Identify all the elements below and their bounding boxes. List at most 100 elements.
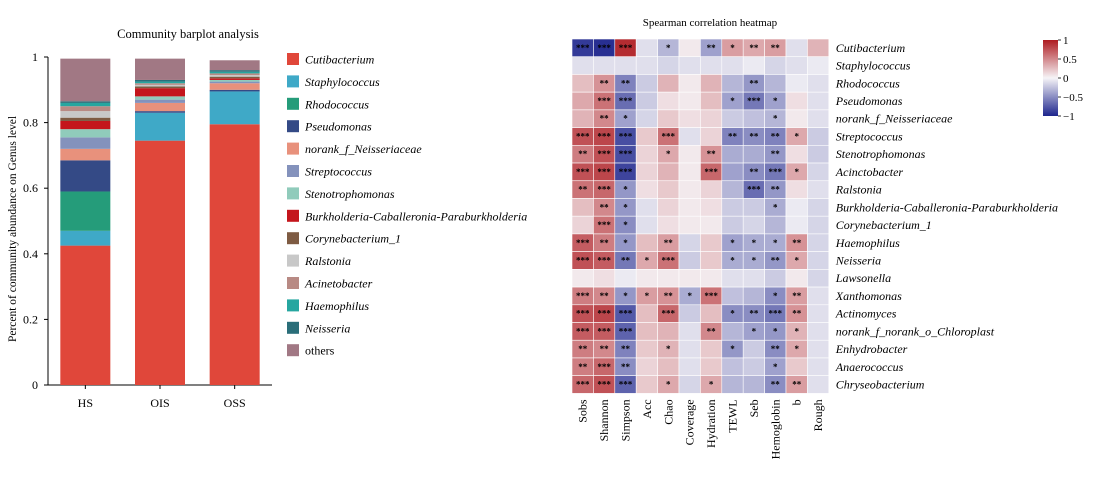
heatmap-row-label: Rhodococcus [835, 76, 900, 90]
heatmap-cell [700, 215, 723, 235]
heatmap-cell [657, 56, 680, 75]
heatmap-column-label: Hydration [704, 399, 718, 448]
colorbar-tick-label: 0 [1063, 73, 1069, 85]
heatmap-row-label: Neisseria [835, 254, 881, 268]
heatmap-cell [678, 56, 701, 75]
bar-segment [135, 81, 185, 84]
heatmap-star: ** [600, 344, 610, 354]
heatmap-star: * [773, 291, 778, 301]
heatmap-star: ** [728, 131, 738, 141]
heatmap-row-label: Xanthomonas [835, 289, 902, 303]
heatmap-star: ** [749, 167, 759, 177]
bar-y-tick-label: 0.8 [23, 116, 38, 130]
legend-swatch [287, 299, 299, 312]
heatmap-row-label: Anaerococcus [835, 360, 904, 374]
heatmap-star: ** [600, 114, 610, 124]
heatmap-star: ** [771, 149, 781, 159]
heatmap-cell [678, 233, 701, 252]
heatmap-cell [721, 269, 744, 288]
heatmap-cell [635, 162, 658, 182]
heatmap-cell [678, 91, 701, 111]
heatmap-title: Spearman correlation heatmap [643, 17, 778, 29]
legend-swatch [287, 165, 299, 177]
heatmap-star: ** [664, 238, 674, 248]
heatmap-cell [678, 375, 701, 394]
heatmap-labels: Cutibacterium Staphylococcus Rhodococcus Ps… [576, 41, 1058, 460]
heatmap-star: * [730, 256, 735, 266]
heatmap-star: *** [619, 309, 633, 319]
heatmap-cell [571, 269, 594, 288]
bar-segment [135, 99, 185, 103]
heatmap-cell [807, 145, 830, 164]
heatmap-cell [635, 74, 658, 93]
bar-y-tick-label: 0.6 [23, 181, 38, 195]
heatmap-cell [700, 56, 723, 75]
heatmap-cell [678, 162, 701, 182]
heatmap-cell [721, 109, 744, 128]
heatmap-star: * [730, 96, 735, 106]
bar-segment [60, 160, 111, 192]
bar-segment [60, 101, 111, 103]
heatmap-cell [807, 215, 830, 235]
heatmap-column-label: Shannon [597, 399, 611, 441]
heatmap-cell [807, 251, 830, 270]
heatmap-cell [742, 357, 765, 376]
heatmap-star: *** [576, 238, 590, 248]
heatmap-cell [678, 357, 701, 376]
heatmap-cell [657, 180, 680, 199]
heatmap-star: ** [578, 344, 588, 354]
heatmap-cell [807, 269, 830, 288]
heatmap-cell [721, 56, 744, 75]
heatmap-cell [742, 145, 765, 164]
heatmap-star: *** [597, 309, 611, 319]
heatmap-star: *** [597, 362, 611, 372]
heatmap-star: ** [664, 291, 674, 301]
bar-y-tick-label: 1 [32, 50, 38, 64]
heatmap-row-label: Acinctobacter [835, 165, 904, 179]
heatmap-star: * [623, 114, 628, 124]
heatmap-cell [807, 198, 830, 217]
bar-segment [209, 78, 260, 80]
heatmap-star: * [666, 380, 671, 390]
heatmap-row-label: Lawsonella [835, 271, 891, 285]
legend-label: Pseudomonas [304, 120, 372, 134]
bar-segment [209, 71, 260, 74]
bar-x-tick-label: HS [78, 396, 93, 410]
heatmap-cell [635, 56, 658, 75]
heatmap-cell [807, 180, 830, 199]
heatmap-star: ** [792, 380, 802, 390]
heatmap-star: *** [619, 149, 633, 159]
heatmap-star: *** [597, 380, 611, 390]
bar-segment [60, 230, 111, 246]
heatmap-row-label: Burkholderia-Caballeronia-Paraburkholder… [836, 200, 1058, 214]
bar-segment [135, 83, 185, 85]
heatmap-star: ** [578, 149, 588, 159]
heatmap-star: ** [749, 131, 759, 141]
heatmap-column-label: Chao [661, 399, 675, 424]
heatmap-cell [614, 269, 637, 288]
heatmap-cell [721, 322, 744, 341]
heatmap-cell [721, 74, 744, 93]
legend-swatch [287, 75, 299, 88]
heatmap-star: *** [597, 185, 611, 195]
heatmap-star: *** [619, 380, 633, 390]
heatmap-cell [635, 357, 658, 376]
heatmap-star: *** [662, 131, 676, 141]
heatmap-star: *** [662, 256, 676, 266]
heatmap-star: *** [747, 96, 761, 106]
legend-label: Cutibacterium [305, 53, 375, 67]
heatmap-star: *** [576, 291, 590, 301]
bar-segment [209, 60, 260, 71]
heatmap-cell [657, 91, 680, 111]
bar-segment [135, 58, 185, 80]
heatmap-star: ** [771, 185, 781, 195]
heatmap-cell [657, 322, 680, 341]
heatmap-cell [807, 286, 830, 306]
legend-label: Acinetobacter [304, 277, 373, 291]
heatmap-row-label: Ralstonia [835, 183, 882, 197]
bar-segment [209, 75, 260, 77]
heatmap-cell [571, 215, 594, 235]
heatmap-cell [807, 38, 830, 58]
bar-segment [135, 96, 185, 100]
